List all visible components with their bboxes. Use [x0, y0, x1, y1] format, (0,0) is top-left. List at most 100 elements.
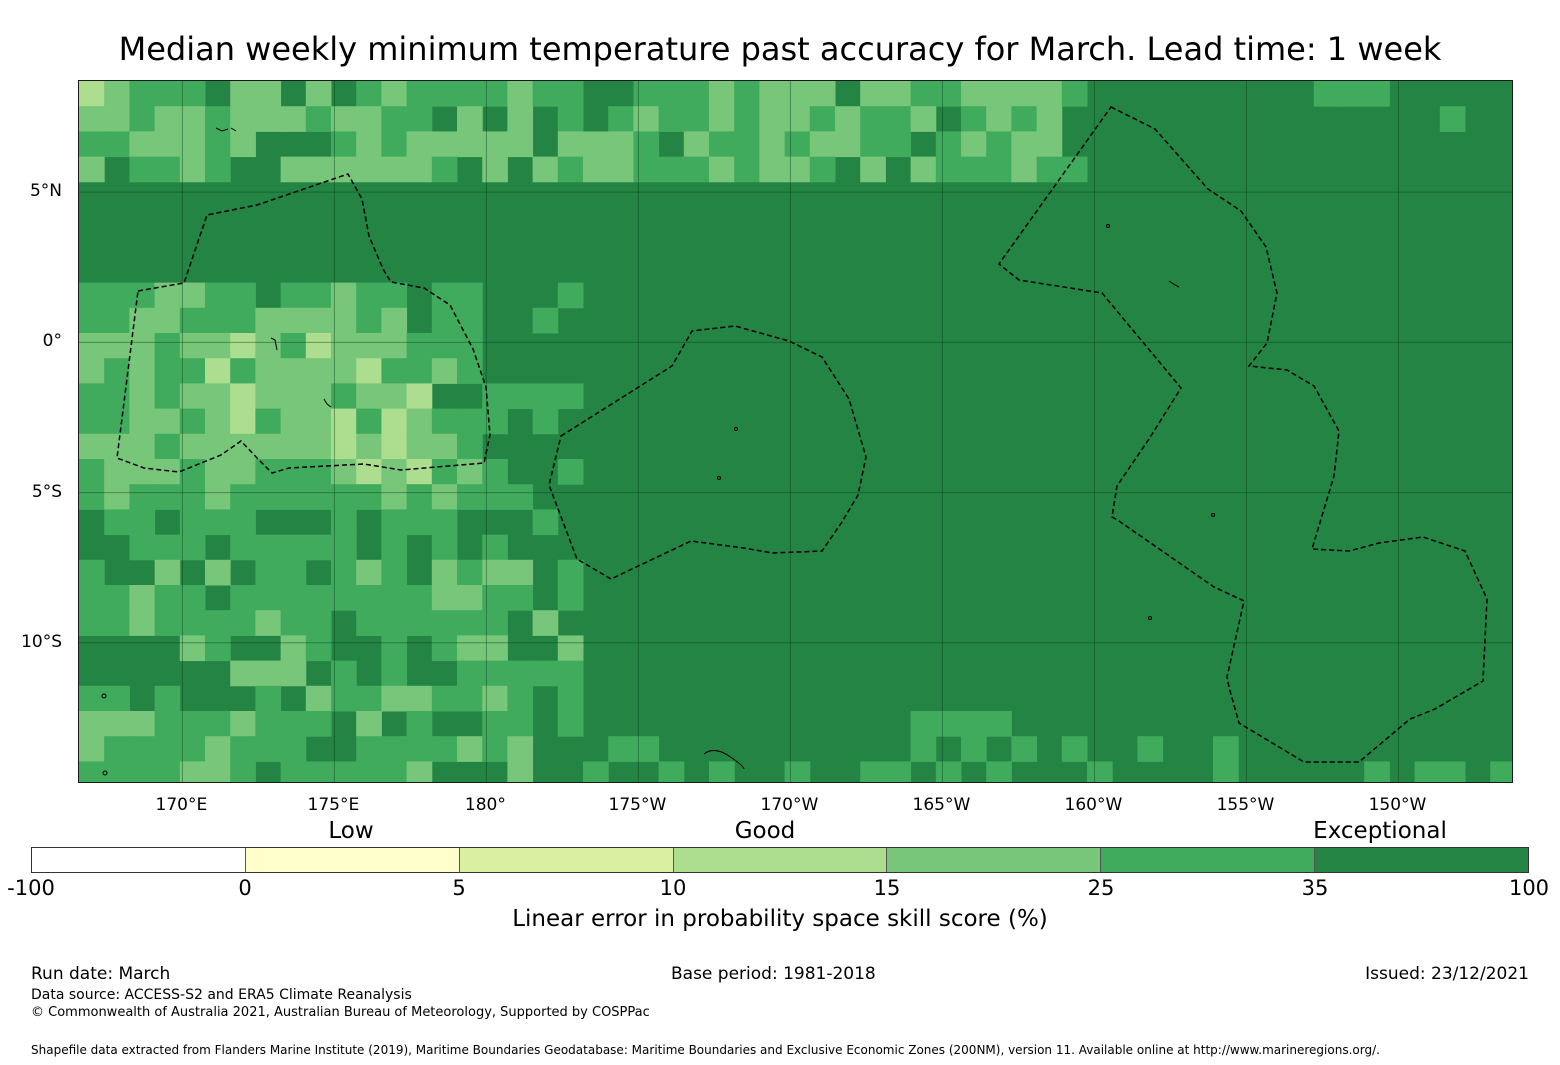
heatmap-cell [683, 156, 710, 183]
heatmap-cell [583, 156, 609, 183]
heatmap-cell [104, 736, 130, 762]
heatmap-cell [507, 685, 534, 712]
colorbar-tick: 5 [452, 876, 466, 900]
heatmap-cell [860, 81, 886, 107]
heatmap-cell [406, 736, 433, 762]
heatmap-cell [608, 131, 634, 158]
heatmap-cell [860, 131, 886, 158]
heatmap-cell [381, 685, 408, 712]
heatmap-cell [986, 131, 1012, 158]
heatmap-cell [356, 307, 382, 334]
heatmap-cell [658, 81, 685, 107]
heatmap-cell [205, 509, 231, 536]
heatmap-cell [154, 106, 181, 132]
heatmap-cell [356, 81, 382, 107]
heatmap-cell [482, 736, 508, 762]
heatmap-cell [205, 282, 231, 309]
heatmap-cell [205, 711, 231, 737]
heatmap-cell [179, 282, 206, 309]
heatmap-cell [759, 106, 786, 132]
heatmap-cell [129, 106, 156, 132]
heatmap-cell [129, 383, 156, 410]
heatmap-cell [457, 484, 483, 510]
heatmap-cell [356, 333, 382, 359]
heatmap-cell [205, 459, 231, 485]
base-period: Base period: 1981-2018 [671, 964, 876, 984]
lat-label: 5°S [31, 481, 62, 502]
heatmap-cell [1061, 81, 1088, 107]
heatmap-cell [305, 433, 332, 460]
heatmap-cell [457, 408, 483, 435]
heatmap-cell [532, 156, 559, 183]
lon-label: 160°W [1064, 795, 1123, 815]
eez-boundary-tokelau [548, 325, 867, 580]
heatmap-cell [860, 761, 886, 782]
heatmap-cell [835, 106, 861, 132]
heatmap-cell [154, 81, 181, 107]
heatmap-cell [406, 585, 433, 611]
skill-score-map [78, 80, 1513, 783]
heatmap-cell [784, 156, 811, 183]
heatmap-cell [507, 81, 534, 107]
heatmap-cell [154, 156, 181, 183]
heatmap-cell [482, 81, 508, 107]
heatmap-cell [482, 685, 508, 712]
heatmap-cell [230, 81, 256, 107]
heatmap-cell [986, 106, 1012, 132]
heatmap-cell [457, 610, 483, 636]
heatmap-cell [255, 610, 282, 636]
heatmap-cell [79, 736, 105, 762]
heatmap-cell [79, 131, 105, 158]
heatmap-cell [104, 307, 130, 334]
heatmap-cell [507, 383, 534, 410]
category-exceptional: Exceptional [1313, 818, 1447, 844]
heatmap-cell [1213, 736, 1239, 762]
heatmap-cell [129, 282, 156, 309]
map-gridlines [79, 81, 1512, 782]
heatmap-cell [79, 282, 105, 309]
heatmap-cell [356, 610, 382, 636]
lat-label: 0° [42, 331, 62, 352]
heatmap-cell [205, 433, 231, 460]
heatmap-cell [1439, 761, 1466, 782]
heatmap-cell [557, 106, 584, 132]
heatmap-cell [230, 761, 256, 782]
heatmap-cell [482, 711, 508, 737]
heatmap-cell [1364, 761, 1390, 782]
heatmap-cell [910, 711, 937, 737]
map-title: Median weekly minimum temperature past a… [118, 30, 1442, 68]
heatmap-cell [431, 156, 458, 183]
heatmap-cell [129, 459, 156, 485]
heatmap-cell [961, 736, 987, 762]
heatmap-cell [305, 711, 332, 737]
heatmap-cell [381, 358, 408, 384]
heatmap-cell [205, 635, 231, 662]
heatmap-cell [154, 131, 181, 158]
heatmap-cell [179, 509, 206, 536]
heatmap-cell [205, 307, 231, 334]
colorbar-tick: 0 [238, 876, 252, 900]
heatmap-cell [381, 282, 408, 309]
heatmap-cell [331, 408, 357, 435]
heatmap-cell [406, 358, 433, 384]
heatmap-cell [356, 585, 382, 611]
heatmap-cell [658, 761, 685, 782]
heatmap-cell [129, 585, 156, 611]
heatmap-cell [986, 156, 1012, 183]
heatmap-cell [104, 106, 130, 132]
heatmap-cell [356, 736, 382, 762]
lon-label: 150°W [1368, 795, 1427, 815]
heatmap-cell [230, 307, 256, 334]
heatmap-cell [381, 333, 408, 359]
heatmap-cell [431, 559, 458, 586]
colorbar-tick: 25 [1087, 876, 1115, 900]
data-source: Data source: ACCESS-S2 and ERA5 Climate … [31, 987, 412, 1003]
heatmap-cell [784, 81, 811, 107]
heatmap-cell [305, 761, 332, 782]
heatmap-cell [986, 81, 1012, 107]
heatmap-cell [1313, 81, 1340, 107]
heatmap-cell [431, 131, 458, 158]
heatmap-cell [961, 106, 987, 132]
heatmap-cell [1339, 81, 1365, 107]
heatmap-cell [457, 307, 483, 334]
